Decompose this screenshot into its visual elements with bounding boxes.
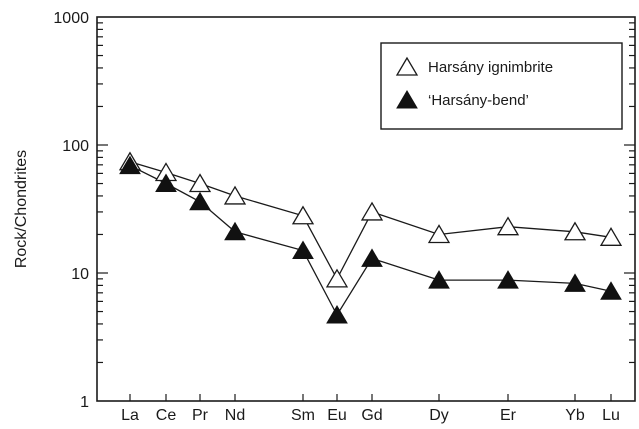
- series-markers: [118, 151, 623, 324]
- legend: Harsány ignimbrite ‘Harsány-bend’: [380, 42, 623, 130]
- legend-label-harsany-bend: ‘Harsány-bend’: [428, 92, 529, 109]
- harsany-bend-point-yb: [564, 273, 586, 292]
- harsany-bend-point-sm: [292, 240, 314, 259]
- ignimbrite-point-nd: [223, 185, 247, 205]
- y-axis-title: Rock/Chondrites: [13, 150, 30, 268]
- legend-open-triangle-icon: [395, 56, 419, 76]
- x-tick-label-pr: Pr: [192, 407, 209, 424]
- plot-frame: [96, 16, 636, 402]
- ignimbrite-point-lu: [599, 227, 623, 246]
- legend-filled-triangle-icon: [396, 90, 418, 109]
- harsany-bend-point-la: [119, 155, 141, 175]
- x-tick-label-yb: Yb: [565, 407, 585, 424]
- ignimbrite-point-sm: [291, 205, 315, 225]
- legend-label-ignimbrite: Harsány ignimbrite: [428, 59, 553, 76]
- harsany-bend-point-gd: [361, 248, 383, 267]
- x-tick-label-lu: Lu: [602, 407, 620, 424]
- legend-box: [380, 42, 623, 130]
- harsany-bend-point-eu: [326, 304, 348, 324]
- x-tick-label-dy: Dy: [429, 407, 449, 424]
- y-tick-label-100: 100: [62, 138, 89, 155]
- y-tick-label-1000: 1000: [53, 10, 89, 27]
- y-tick-label-1: 1: [80, 394, 89, 411]
- harsany-bend-point-lu: [600, 281, 622, 300]
- harsany-bend-point-nd: [224, 221, 246, 241]
- ignimbrite-point-gd: [360, 201, 384, 221]
- ignimbrite-point-yb: [563, 221, 587, 241]
- x-tick-label-nd: Nd: [225, 407, 245, 424]
- ignimbrite-point-pr: [188, 173, 212, 193]
- x-tick-label-er: Er: [500, 407, 517, 424]
- harsany-bend-point-pr: [189, 191, 211, 211]
- x-tick-label-eu: Eu: [327, 407, 347, 424]
- harsany-bend-point-er: [497, 270, 519, 289]
- y-tick-label-10: 10: [71, 266, 89, 283]
- x-tick-label-la: La: [121, 407, 139, 424]
- ignimbrite-point-dy: [427, 224, 451, 244]
- x-tick-label-ce: Ce: [156, 407, 177, 424]
- harsany-bend-point-dy: [428, 270, 450, 289]
- ignimbrite-point-eu: [325, 268, 349, 288]
- harsany-bend-point-ce: [155, 173, 177, 193]
- ignimbrite-point-er: [496, 216, 520, 236]
- x-tick-label-gd: Gd: [361, 407, 382, 424]
- axis-ticks: [97, 22, 635, 401]
- x-tick-label-sm: Sm: [291, 407, 315, 424]
